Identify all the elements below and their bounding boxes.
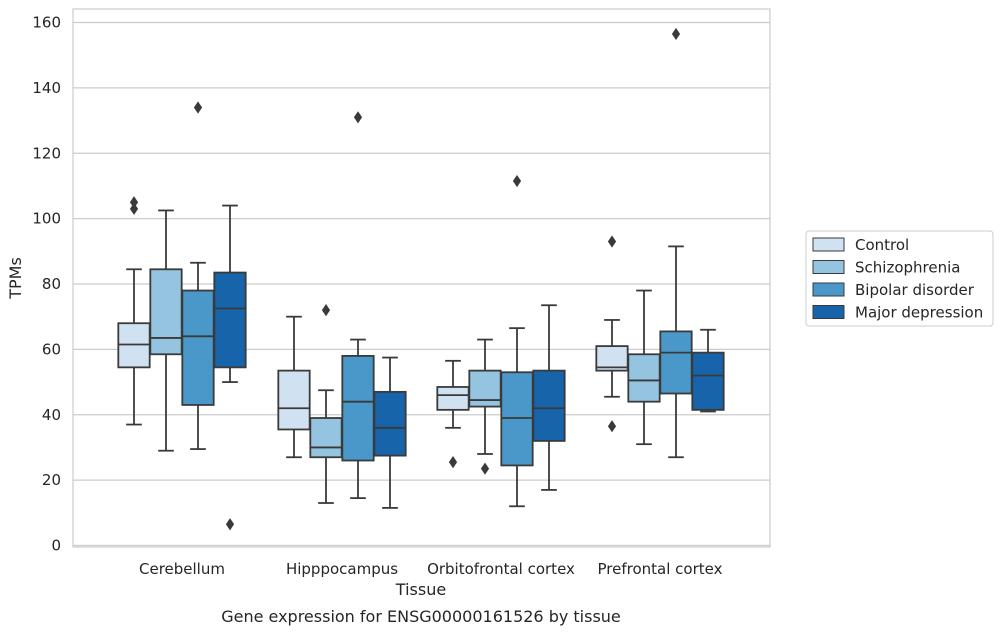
box-major-depression — [373, 356, 407, 509]
box-control — [595, 235, 629, 433]
box-major-depression — [532, 304, 566, 491]
legend-entry: Schizophrenia — [812, 259, 960, 277]
legend-swatch — [812, 282, 845, 297]
outlier-point — [512, 174, 522, 188]
iqr-box — [213, 271, 247, 369]
box-schizophrenia — [309, 304, 343, 504]
iqr-box — [277, 369, 311, 431]
x-tick-label: Cerebellum — [139, 560, 225, 578]
legend-label: Control — [855, 236, 909, 254]
legend-label: Schizophrenia — [855, 259, 960, 277]
x-tick-labels: Cerebellum Hipppocampus Orbitofrontal cort… — [139, 560, 723, 578]
legend-label: Bipolar disorder — [855, 281, 975, 299]
outlier-point — [607, 235, 617, 248]
box-control — [117, 196, 151, 426]
box-bipolar-disorder — [500, 174, 534, 508]
legend-swatch — [812, 237, 845, 252]
y-tick-label: 140 — [32, 79, 61, 97]
outlier-point — [321, 304, 331, 317]
y-tick-labels: 0 20 40 60 80 100 120 140 160 — [32, 14, 61, 555]
outlier-point — [671, 27, 681, 41]
x-tick-label: Prefrontal cortex — [598, 560, 723, 578]
iqr-box — [691, 351, 725, 411]
box-bipolar-disorder — [659, 27, 693, 459]
iqr-box — [341, 355, 375, 462]
y-tick-label: 120 — [32, 144, 61, 162]
iqr-box — [627, 353, 661, 403]
box-major-depression — [213, 204, 247, 531]
chart-caption: Gene expression for ENSG00000161526 by t… — [221, 607, 621, 626]
iqr-box — [149, 268, 183, 356]
outlier-point — [607, 420, 617, 433]
legend-entry: Major depression — [812, 304, 983, 322]
y-tick-label: 40 — [42, 406, 61, 424]
box-schizophrenia — [627, 289, 661, 446]
legend-entry: Control — [812, 236, 909, 254]
iqr-box — [436, 386, 470, 411]
box-major-depression — [691, 328, 725, 413]
box-bipolar-disorder — [341, 111, 375, 500]
iqr-box — [181, 289, 215, 406]
outlier-point — [448, 456, 458, 469]
iqr-box — [532, 369, 566, 442]
box-schizophrenia — [468, 338, 502, 475]
outlier-point — [129, 196, 139, 209]
y-tick-label: 160 — [32, 14, 61, 32]
y-tick-label: 60 — [42, 340, 61, 358]
legend-label: Major depression — [855, 304, 983, 322]
outlier-point — [353, 111, 363, 124]
x-axis-title: Tissue — [395, 580, 446, 599]
legend-swatch — [812, 305, 845, 319]
iqr-box — [373, 390, 407, 457]
legend: Control Schizophrenia Bipolar disorder Majo… — [805, 230, 994, 327]
outlier-point — [480, 462, 490, 475]
y-tick-label: 20 — [42, 471, 61, 489]
y-axis-title: TPMs — [6, 257, 25, 300]
box-bipolar-disorder — [181, 101, 215, 450]
x-tick-label: Hipppocampus — [286, 560, 398, 578]
outlier-point — [129, 202, 139, 215]
box-schizophrenia — [149, 209, 183, 452]
x-tick-label: Orbitofrontal cortex — [427, 560, 575, 578]
y-tick-label: 0 — [51, 537, 61, 555]
outlier-point — [193, 101, 203, 114]
y-tick-label: 100 — [32, 210, 61, 228]
box-control — [436, 359, 470, 469]
legend-swatch — [812, 260, 845, 274]
iqr-box — [309, 417, 343, 459]
y-tick-label: 80 — [42, 275, 61, 293]
iqr-box — [468, 369, 502, 408]
legend-entry: Bipolar disorder — [812, 281, 975, 299]
boxes — [117, 27, 725, 531]
box-control — [277, 315, 311, 459]
iqr-box — [659, 330, 693, 395]
plot-frame — [72, 8, 771, 548]
legend-frame — [805, 230, 994, 327]
outlier-point — [225, 518, 235, 531]
